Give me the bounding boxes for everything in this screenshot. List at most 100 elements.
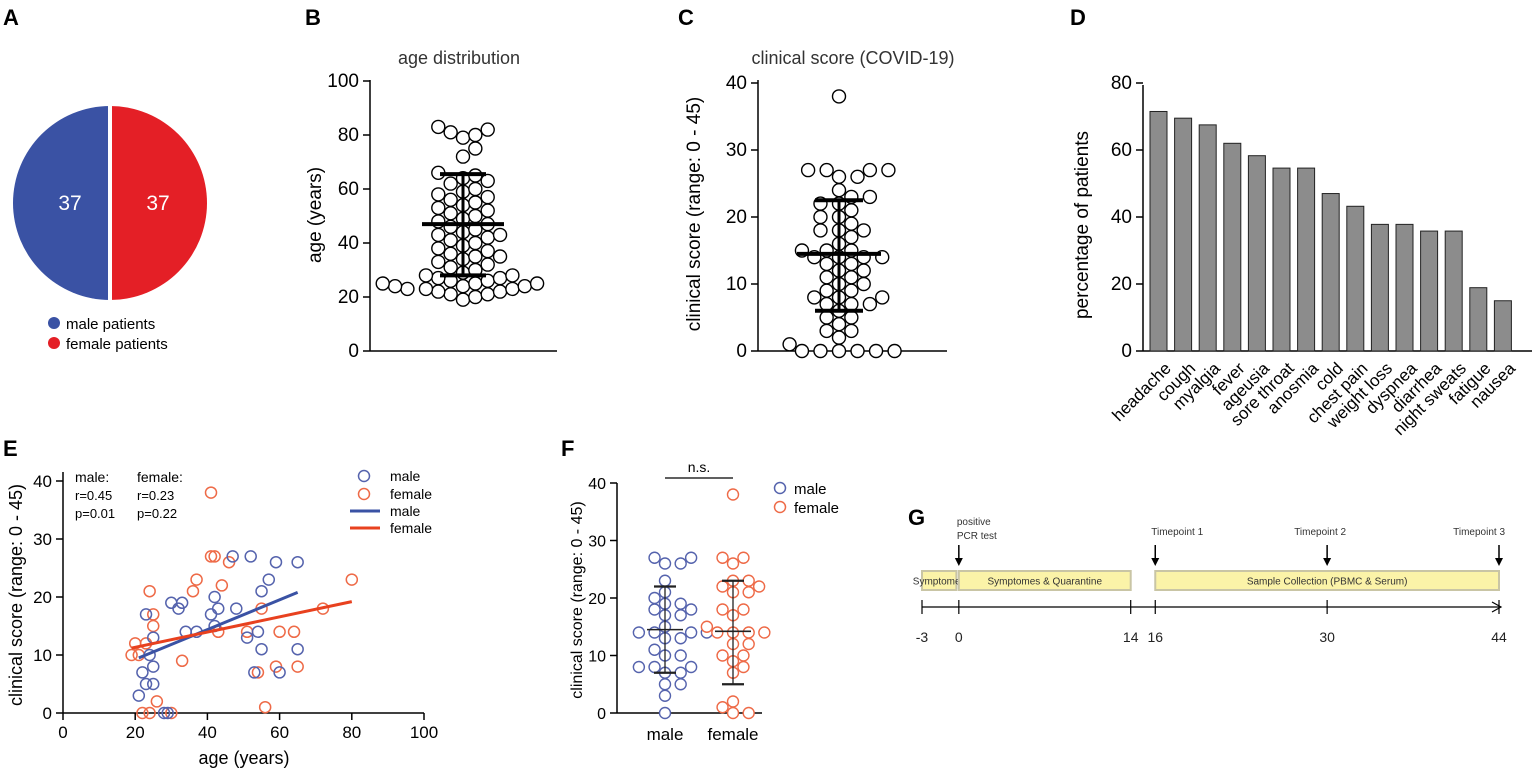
y-tick-label: 10 [33, 646, 52, 665]
data-point-male [648, 551, 661, 564]
data-point [881, 162, 896, 178]
data-point-male [273, 666, 286, 679]
data-point [856, 263, 871, 278]
data-point [480, 122, 495, 137]
data-point [443, 287, 458, 302]
data-point-male [658, 574, 672, 587]
data-point-female [742, 586, 755, 599]
y-tick-label: 20 [33, 588, 52, 607]
data-point [831, 182, 847, 198]
data-point-male [230, 602, 243, 615]
data-point [431, 187, 446, 202]
data-point [819, 283, 834, 298]
y-tick-label: 100 [327, 71, 359, 92]
data-point-male [132, 689, 146, 702]
data-point [431, 227, 446, 243]
data-point [468, 181, 483, 197]
legend-female-points: female [390, 486, 432, 502]
data-point-female [758, 626, 771, 639]
data-point [480, 173, 495, 189]
data-point-male [658, 706, 672, 720]
data-point [505, 281, 520, 297]
data-point-female [737, 649, 750, 662]
data-point-female [716, 603, 729, 616]
data-point [492, 284, 508, 299]
data-point-female [737, 603, 750, 616]
legend-female: female [794, 500, 839, 517]
timeline-box-label: Symptomes [913, 577, 966, 588]
data-point [492, 249, 508, 264]
data-point-male [248, 666, 261, 679]
data-point-female [716, 580, 729, 593]
data-point [400, 281, 415, 297]
data-point [443, 233, 458, 248]
y-tick-label: 0 [597, 706, 606, 723]
data-point-male [632, 660, 646, 674]
timeline-marker-label: Timepoint 2 [1294, 527, 1346, 538]
data-point-male [684, 626, 698, 639]
data-point-male [240, 631, 254, 644]
data-point [819, 256, 834, 272]
data-point-female [742, 574, 755, 587]
stat-female-r: r=0.23 [137, 488, 174, 503]
data-point [850, 169, 865, 185]
data-point [844, 229, 859, 245]
x-category-female: female [707, 725, 758, 744]
panel-label-b: B [305, 5, 321, 30]
y-tick-label: 20 [338, 287, 359, 308]
data-point [480, 243, 495, 259]
y-axis-label-score: clinical score (range: 0 - 45) [6, 484, 26, 706]
bar-fever [1223, 142, 1242, 352]
y-tick-label: 60 [1111, 140, 1132, 161]
data-point [831, 330, 847, 345]
y-tick-label: 0 [348, 341, 359, 362]
timeline-marker-label-2: PCR test [957, 531, 997, 542]
x-tick-label: 100 [410, 723, 438, 742]
data-point-female [726, 557, 740, 570]
y-tick-label: 20 [1111, 274, 1132, 295]
data-point [468, 195, 483, 210]
legend-marker-male-open [357, 469, 371, 483]
y-tick-label: 20 [726, 207, 747, 228]
data-point-male [147, 660, 160, 673]
data-point [856, 276, 871, 292]
y-tick-label: 80 [338, 125, 359, 146]
pie-label-female: 37 [146, 192, 169, 215]
data-point-female [190, 573, 203, 586]
data-point-male [139, 677, 153, 691]
x-category-male: male [647, 725, 684, 744]
significance-label: n.s. [688, 459, 711, 475]
data-point-male [255, 642, 268, 656]
data-point [443, 192, 458, 208]
data-point-female [345, 573, 359, 586]
data-point-female [726, 706, 740, 720]
data-point [468, 127, 483, 143]
data-point-female [700, 620, 714, 633]
data-point-male [648, 626, 661, 639]
panel-f-gender-score: clinical score (range: 0 - 45) n.s. 0 10 2… [569, 459, 839, 744]
data-point-male [632, 626, 646, 639]
data-point [868, 343, 884, 359]
data-point-male [161, 706, 174, 720]
data-point [480, 257, 495, 272]
timeline-marker-arrowhead [1151, 558, 1160, 566]
data-point-male [262, 573, 276, 586]
data-point [492, 227, 508, 243]
data-point [813, 209, 828, 225]
data-point [387, 279, 403, 294]
y-tick-label: 0 [43, 704, 52, 723]
data-point-female [742, 637, 755, 651]
x-tick-label: 0 [58, 723, 67, 742]
y-tick-label: 40 [1111, 207, 1132, 228]
legend-marker-female-open [357, 487, 371, 501]
y-tick-label: 0 [1121, 341, 1132, 362]
bar-headache [1149, 110, 1168, 352]
data-point [844, 283, 859, 298]
chart-title-age: age distribution [398, 48, 520, 68]
data-point-male [684, 603, 698, 616]
data-point-female [716, 701, 729, 714]
data-point-male [674, 666, 687, 679]
bar-anosmia [1297, 167, 1316, 352]
data-point [819, 162, 834, 178]
data-point-female [258, 700, 272, 714]
